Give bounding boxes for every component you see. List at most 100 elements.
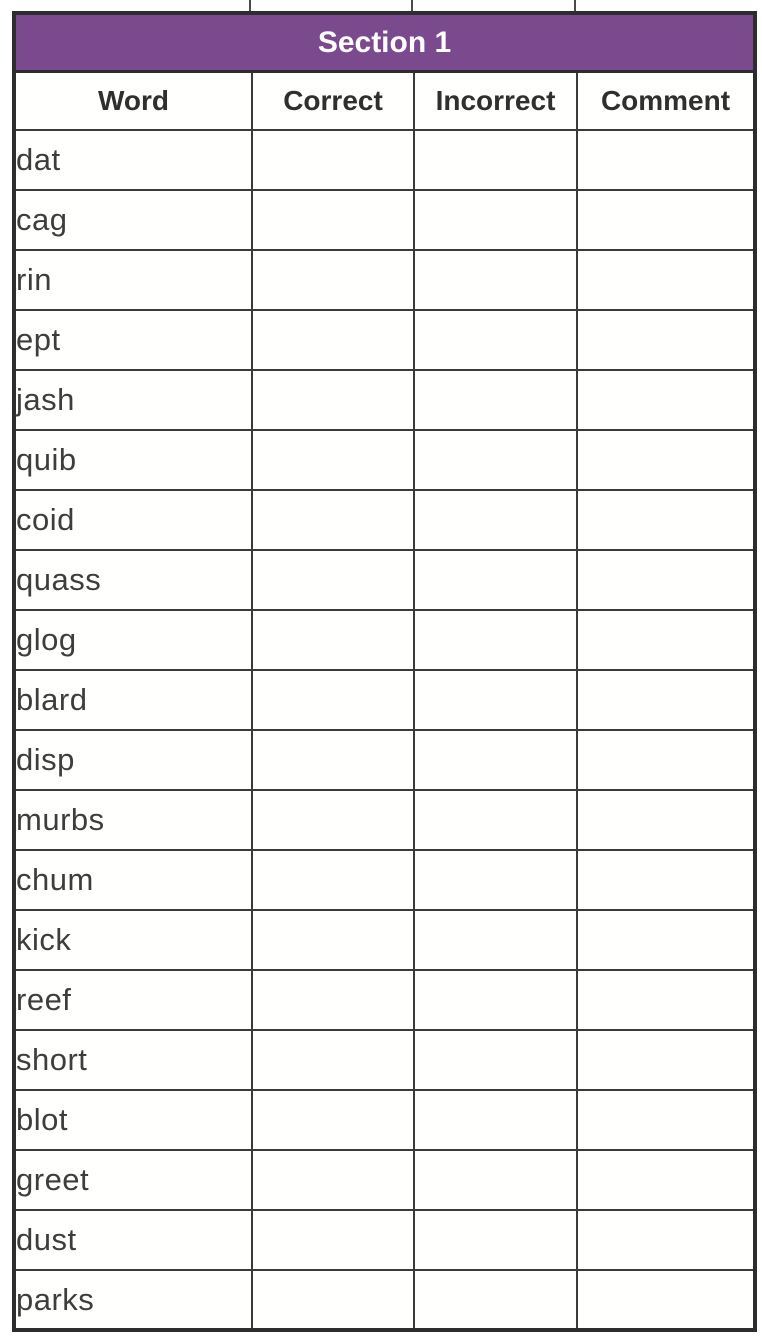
- word-cell: short: [13, 1029, 253, 1091]
- comment-cell: [576, 1089, 756, 1151]
- column-header-incorrect: Incorrect: [413, 70, 578, 131]
- word-cell: greet: [13, 1149, 253, 1211]
- table-row: reef: [13, 969, 756, 1031]
- correct-cell: [251, 609, 415, 671]
- incorrect-cell: [413, 129, 578, 191]
- incorrect-cell: [413, 849, 578, 911]
- word-cell: blot: [13, 1089, 253, 1151]
- table-row: parks: [13, 1269, 756, 1331]
- word-cell: murbs: [13, 789, 253, 851]
- word-cell: cag: [13, 189, 253, 251]
- section-1-table: Section 1 Word Correct Incorrect Comment da…: [12, 11, 757, 1332]
- word-cell: reef: [13, 969, 253, 1031]
- incorrect-cell: [413, 309, 578, 371]
- word-cell: quib: [13, 429, 253, 491]
- incorrect-cell: [413, 1029, 578, 1091]
- correct-cell: [251, 369, 415, 431]
- word-cell: jash: [13, 369, 253, 431]
- word-cell: quass: [13, 549, 253, 611]
- incorrect-cell: [413, 549, 578, 611]
- incorrect-cell: [413, 789, 578, 851]
- table-row: chum: [13, 849, 756, 911]
- table-row: jash: [13, 369, 756, 431]
- correct-cell: [251, 789, 415, 851]
- incorrect-cell: [413, 669, 578, 731]
- word-cell: disp: [13, 729, 253, 791]
- word-cell: glog: [13, 609, 253, 671]
- correct-cell: [251, 909, 415, 971]
- correct-cell: [251, 309, 415, 371]
- comment-cell: [576, 729, 756, 791]
- incorrect-cell: [413, 1149, 578, 1211]
- correct-cell: [251, 429, 415, 491]
- incorrect-cell: [413, 969, 578, 1031]
- incorrect-cell: [413, 489, 578, 551]
- word-cell: chum: [13, 849, 253, 911]
- correct-cell: [251, 1269, 415, 1331]
- comment-cell: [576, 369, 756, 431]
- correct-cell: [251, 129, 415, 191]
- word-cell: kick: [13, 909, 253, 971]
- comment-cell: [576, 309, 756, 371]
- correct-cell: [251, 189, 415, 251]
- table-row: dat: [13, 129, 756, 191]
- comment-cell: [576, 909, 756, 971]
- table-row: coid: [13, 489, 756, 551]
- correct-cell: [251, 729, 415, 791]
- correct-cell: [251, 1029, 415, 1091]
- comment-cell: [576, 849, 756, 911]
- cropped-column-line: [249, 0, 251, 12]
- comment-cell: [576, 129, 756, 191]
- incorrect-cell: [413, 189, 578, 251]
- section-title: Section 1: [13, 12, 756, 73]
- comment-cell: [576, 189, 756, 251]
- correct-cell: [251, 1209, 415, 1271]
- comment-cell: [576, 1029, 756, 1091]
- comment-cell: [576, 1149, 756, 1211]
- column-header-word: Word: [13, 70, 253, 131]
- table-row: blard: [13, 669, 756, 731]
- comment-cell: [576, 429, 756, 491]
- word-cell: parks: [13, 1269, 253, 1331]
- word-cell: coid: [13, 489, 253, 551]
- cropped-column-line: [574, 0, 576, 12]
- table-row: greet: [13, 1149, 756, 1211]
- word-cell: blard: [13, 669, 253, 731]
- comment-cell: [576, 789, 756, 851]
- comment-cell: [576, 609, 756, 671]
- correct-cell: [251, 1149, 415, 1211]
- column-header-row: Word Correct Incorrect Comment: [13, 70, 756, 131]
- word-cell: ept: [13, 309, 253, 371]
- incorrect-cell: [413, 1089, 578, 1151]
- table-row: blot: [13, 1089, 756, 1151]
- word-cell: dust: [13, 1209, 253, 1271]
- incorrect-cell: [413, 1269, 578, 1331]
- correct-cell: [251, 249, 415, 311]
- correct-cell: [251, 1089, 415, 1151]
- comment-cell: [576, 969, 756, 1031]
- table-row: dust: [13, 1209, 756, 1271]
- correct-cell: [251, 969, 415, 1031]
- correct-cell: [251, 489, 415, 551]
- cropped-column-line: [411, 0, 413, 12]
- comment-cell: [576, 249, 756, 311]
- comment-cell: [576, 489, 756, 551]
- incorrect-cell: [413, 729, 578, 791]
- incorrect-cell: [413, 1209, 578, 1271]
- correct-cell: [251, 849, 415, 911]
- column-header-correct: Correct: [251, 70, 415, 131]
- table-row: kick: [13, 909, 756, 971]
- incorrect-cell: [413, 909, 578, 971]
- table-row: murbs: [13, 789, 756, 851]
- table-row: ept: [13, 309, 756, 371]
- table-row: quib: [13, 429, 756, 491]
- table-row: short: [13, 1029, 756, 1091]
- section-header-row: Section 1: [13, 12, 756, 73]
- comment-cell: [576, 1269, 756, 1331]
- table-row: rin: [13, 249, 756, 311]
- incorrect-cell: [413, 249, 578, 311]
- table-row: disp: [13, 729, 756, 791]
- incorrect-cell: [413, 609, 578, 671]
- comment-cell: [576, 549, 756, 611]
